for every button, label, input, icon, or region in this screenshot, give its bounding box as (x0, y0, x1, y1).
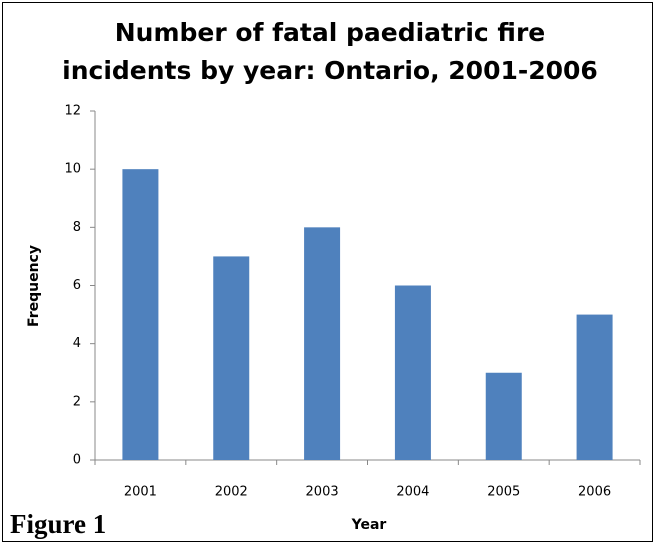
chart-title: Number of fatal paediatric fire (115, 18, 546, 47)
x-tick-label: 2004 (396, 485, 429, 500)
y-tick-label: 2 (73, 394, 81, 409)
y-tick-label: 0 (73, 453, 81, 468)
chart-title: incidents by year: Ontario, 2001-2006 (62, 56, 598, 85)
y-tick-label: 10 (64, 162, 81, 177)
bar (122, 169, 159, 460)
figure-label: Figure 1 (10, 509, 106, 539)
bar (576, 314, 613, 460)
bar (485, 372, 522, 460)
bar (304, 227, 341, 460)
y-axis-title: Frequency (26, 245, 42, 327)
x-tick-label: 2005 (487, 485, 520, 500)
x-tick-label: 2003 (306, 485, 339, 500)
x-tick-label: 2002 (215, 485, 248, 500)
x-tick-label: 2001 (124, 485, 157, 500)
x-axis-title: Year (351, 517, 387, 533)
y-tick-label: 12 (64, 104, 81, 119)
bar (394, 285, 431, 460)
x-tick-label: 2006 (578, 485, 611, 500)
y-tick-label: 8 (73, 220, 81, 235)
y-tick-label: 4 (73, 336, 81, 351)
bar (213, 256, 250, 460)
y-tick-label: 6 (73, 278, 81, 293)
